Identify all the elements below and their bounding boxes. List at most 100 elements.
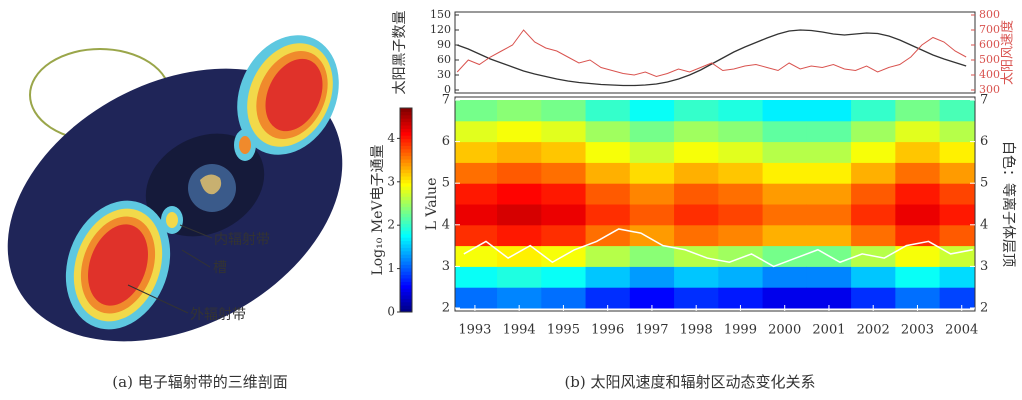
y-tick-label: 30 xyxy=(437,68,451,81)
colorbar-step xyxy=(400,155,412,160)
heat-cell xyxy=(806,224,852,247)
heat-cell xyxy=(851,224,896,247)
y-tick-label: 3 xyxy=(442,259,450,274)
colorbar-step xyxy=(400,142,412,146)
heat-cell xyxy=(718,162,764,184)
colorbar-step xyxy=(400,135,412,140)
heat-cell xyxy=(939,245,976,267)
heat-cell xyxy=(455,120,498,143)
heat-cell xyxy=(629,183,675,205)
heat-cell xyxy=(851,162,896,184)
leader-line xyxy=(127,284,189,314)
y-axis-label: 太阳黑子数量 xyxy=(392,11,408,95)
colorbar-step xyxy=(400,145,412,150)
outer-belt-upper xyxy=(237,35,339,155)
heat-cell xyxy=(939,120,976,143)
colorbar-step xyxy=(400,237,412,242)
colorbar-tick-label: 2 xyxy=(387,218,395,232)
heat-cell xyxy=(497,266,542,288)
x-tick-label: 2004 xyxy=(945,323,978,338)
heat-cell xyxy=(674,120,719,143)
colorbar-step xyxy=(400,111,412,116)
heat-cell xyxy=(762,120,808,143)
y2-tick-label: 4 xyxy=(980,217,988,232)
colorbar-step xyxy=(400,298,412,303)
colorbar-step xyxy=(400,152,412,157)
heat-cell xyxy=(762,224,808,247)
colorbar-step xyxy=(400,230,412,235)
heat-cell xyxy=(806,183,852,205)
heat-cell xyxy=(851,100,896,122)
plasmapause-line xyxy=(463,228,973,268)
heat-cell xyxy=(585,245,631,267)
x-tick-label: 1998 xyxy=(680,323,713,338)
heat-cell xyxy=(895,120,941,143)
colorbar-step xyxy=(400,210,412,214)
heat-cell xyxy=(585,183,631,205)
heat-cell xyxy=(674,162,719,184)
colorbar-step xyxy=(400,125,412,129)
heat-cell xyxy=(497,224,542,247)
heat-cell xyxy=(541,287,587,309)
leader-line xyxy=(179,224,213,239)
y2-tick-label: 7 xyxy=(980,93,988,108)
heat-cell xyxy=(762,266,808,288)
heat-cell xyxy=(629,204,675,226)
x-tick-label: 2000 xyxy=(768,323,801,338)
y-tick-label: 120 xyxy=(430,23,451,36)
colorbar-step xyxy=(400,114,412,119)
heat-cell xyxy=(541,141,587,163)
heat-cell xyxy=(541,100,587,122)
heat-cell xyxy=(629,120,675,143)
heat-cell xyxy=(939,100,976,122)
colorbar-step xyxy=(400,295,412,299)
heat-cell xyxy=(455,245,498,267)
x-tick-label: 1999 xyxy=(724,323,757,338)
heat-cell xyxy=(762,287,808,309)
colorbar-step xyxy=(400,278,412,282)
plot-frame xyxy=(454,96,976,312)
colorbar-step xyxy=(400,213,412,218)
colorbar-step xyxy=(400,196,412,201)
heat-cell xyxy=(762,162,808,184)
colorbar-step xyxy=(400,264,412,269)
heat-cell xyxy=(455,224,498,247)
heat-cell xyxy=(455,141,498,163)
colorbar-step xyxy=(400,288,412,293)
heat-cell xyxy=(629,162,675,184)
belt-label: 槽 xyxy=(213,260,227,276)
x-tick-label: 2003 xyxy=(901,323,934,338)
colorbar-step xyxy=(400,189,412,194)
heat-cell xyxy=(762,204,808,226)
colorbar-step xyxy=(400,305,412,310)
heat-cell xyxy=(674,266,719,288)
colorbar-tick-label: 3 xyxy=(387,174,395,188)
colorbar-step xyxy=(400,162,412,167)
y-tick-label: 2 xyxy=(442,301,450,316)
continent xyxy=(200,174,222,195)
colorbar-step xyxy=(400,128,412,133)
heat-cell xyxy=(455,287,498,309)
colorbar-step xyxy=(400,118,412,123)
colorbar-step xyxy=(400,203,412,208)
heat-cell xyxy=(497,245,542,267)
colorbar-step xyxy=(400,121,412,126)
y2-tick-label: 600 xyxy=(979,38,1000,51)
heat-cell xyxy=(629,100,675,122)
heat-cell xyxy=(585,204,631,226)
colorbar-step xyxy=(400,220,412,225)
colorbar-step xyxy=(400,172,412,177)
heat-cell xyxy=(895,224,941,247)
leader-line xyxy=(181,249,211,268)
y-tick-label: 5 xyxy=(442,176,450,191)
y2-tick-label: 6 xyxy=(980,134,988,149)
y-tick-label: 150 xyxy=(430,8,451,21)
heat-cell xyxy=(541,183,587,205)
heat-cell xyxy=(541,162,587,184)
y2-tick-label: 5 xyxy=(980,176,988,191)
y-tick-label: 6 xyxy=(442,134,450,149)
inner-belt xyxy=(161,129,256,234)
heat-cell xyxy=(762,183,808,205)
colorbar-step xyxy=(400,176,412,180)
